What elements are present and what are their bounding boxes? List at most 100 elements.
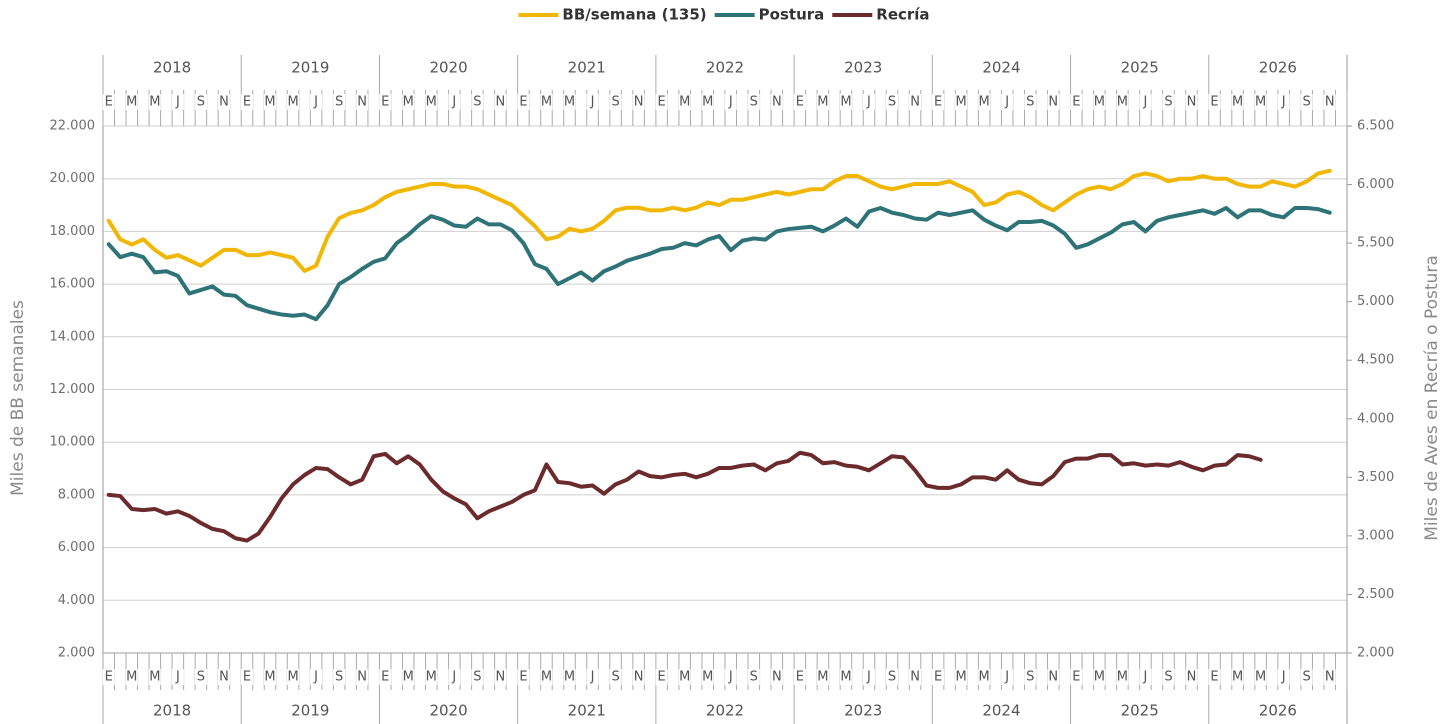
month-label-bg bbox=[1277, 94, 1290, 110]
month-label-bg bbox=[1277, 669, 1290, 685]
month-label: M bbox=[702, 95, 713, 110]
year-label: 2023 bbox=[844, 59, 882, 77]
month-label-bg bbox=[356, 669, 369, 685]
month-label: M bbox=[1094, 670, 1105, 685]
month-label-bg bbox=[862, 669, 875, 685]
year-label: 2026 bbox=[1259, 59, 1297, 77]
month-label-bg bbox=[125, 669, 138, 685]
month-label-bg bbox=[978, 94, 991, 110]
month-label: M bbox=[287, 95, 298, 110]
month-label: J bbox=[590, 670, 595, 685]
y-tick-label: 16.000 bbox=[50, 277, 96, 292]
month-label: M bbox=[679, 95, 690, 110]
month-label: J bbox=[175, 670, 180, 685]
month-label: M bbox=[1232, 95, 1243, 110]
month-label-bg bbox=[425, 94, 438, 110]
month-label-bg bbox=[402, 94, 415, 110]
year-label: 2022 bbox=[706, 59, 744, 77]
month-label: S bbox=[611, 670, 619, 685]
month-label-bg bbox=[102, 94, 115, 110]
series-line bbox=[106, 450, 1263, 543]
month-label-bg bbox=[102, 669, 115, 685]
month-label: M bbox=[1117, 670, 1128, 685]
month-label-bg bbox=[494, 669, 507, 685]
month-label: N bbox=[772, 95, 782, 110]
month-label-bg bbox=[240, 94, 253, 110]
month-label-bg bbox=[540, 669, 553, 685]
y2-tick-label: 6.500 bbox=[1357, 119, 1394, 134]
month-label: M bbox=[541, 670, 552, 685]
month-label-bg bbox=[655, 669, 668, 685]
year-label: 2020 bbox=[429, 702, 467, 720]
month-label-bg bbox=[1208, 669, 1221, 685]
month-label-bg bbox=[1116, 94, 1129, 110]
year-label: 2022 bbox=[706, 702, 744, 720]
month-label-bg bbox=[978, 669, 991, 685]
month-label-bg bbox=[1162, 94, 1175, 110]
y2-tick-label: 5.500 bbox=[1357, 236, 1394, 251]
y-tick-label: 8.000 bbox=[58, 487, 95, 502]
year-label: 2024 bbox=[982, 59, 1020, 77]
month-label-bg bbox=[287, 669, 300, 685]
month-label-bg bbox=[310, 94, 323, 110]
month-label-bg bbox=[955, 94, 968, 110]
month-label: S bbox=[197, 95, 205, 110]
month-label: N bbox=[910, 95, 920, 110]
month-label-bg bbox=[379, 94, 392, 110]
month-label: M bbox=[702, 670, 713, 685]
month-label: M bbox=[956, 670, 967, 685]
month-label: J bbox=[728, 670, 733, 685]
month-label-bg bbox=[1047, 94, 1060, 110]
month-label-bg bbox=[425, 669, 438, 685]
month-label: E bbox=[519, 670, 527, 685]
year-label: 2024 bbox=[982, 702, 1020, 720]
y2-tick-label: 2.500 bbox=[1357, 587, 1394, 602]
month-label-bg bbox=[471, 94, 484, 110]
y-tick-label: 2.000 bbox=[58, 646, 95, 661]
month-label: J bbox=[1143, 670, 1148, 685]
year-label: 2019 bbox=[291, 702, 329, 720]
month-label-bg bbox=[724, 669, 737, 685]
month-label: M bbox=[1255, 670, 1266, 685]
month-label-bg bbox=[724, 94, 737, 110]
month-label: S bbox=[335, 670, 343, 685]
month-label: S bbox=[611, 95, 619, 110]
month-label: S bbox=[888, 95, 896, 110]
month-label-bg bbox=[609, 94, 622, 110]
month-label: E bbox=[658, 670, 666, 685]
month-label: M bbox=[403, 95, 414, 110]
month-label-bg bbox=[1254, 94, 1267, 110]
month-label: E bbox=[1210, 670, 1218, 685]
month-label-bg bbox=[1001, 669, 1014, 685]
month-label: J bbox=[728, 95, 733, 110]
month-label-bg bbox=[287, 94, 300, 110]
month-label-bg bbox=[217, 94, 230, 110]
year-label: 2026 bbox=[1259, 702, 1297, 720]
month-label: S bbox=[1026, 670, 1034, 685]
month-label-bg bbox=[264, 669, 277, 685]
month-label-bg bbox=[816, 669, 829, 685]
month-label-bg bbox=[1185, 669, 1198, 685]
month-label: N bbox=[357, 95, 367, 110]
month-label-bg bbox=[609, 669, 622, 685]
year-label: 2025 bbox=[1121, 59, 1159, 77]
y2-axis-label: Miles de Aves en Recría o Postura bbox=[1422, 255, 1442, 540]
month-label: S bbox=[473, 670, 481, 685]
month-label: J bbox=[313, 95, 318, 110]
month-label-bg bbox=[770, 669, 783, 685]
month-label-bg bbox=[886, 94, 899, 110]
month-label-bg bbox=[448, 669, 461, 685]
month-label: M bbox=[817, 670, 828, 685]
month-label: N bbox=[357, 670, 367, 685]
month-label: M bbox=[979, 95, 990, 110]
month-label-bg bbox=[1162, 669, 1175, 685]
month-label: M bbox=[264, 670, 275, 685]
month-label: J bbox=[590, 95, 595, 110]
month-label-bg bbox=[1139, 669, 1152, 685]
month-label: N bbox=[219, 95, 229, 110]
month-label-bg bbox=[747, 669, 760, 685]
month-label: N bbox=[1325, 670, 1335, 685]
year-label: 2018 bbox=[153, 702, 191, 720]
month-label: N bbox=[1048, 95, 1058, 110]
month-label-bg bbox=[148, 94, 161, 110]
